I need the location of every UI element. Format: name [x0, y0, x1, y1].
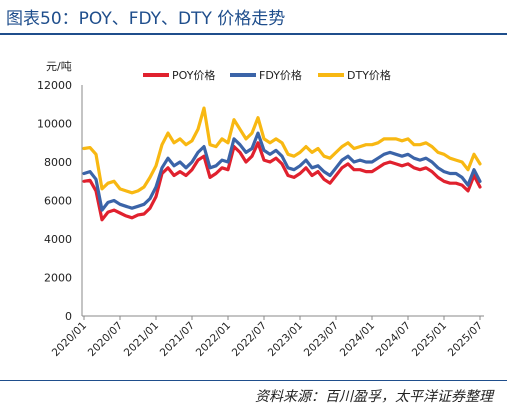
y-axis-unit: 元/吨	[46, 60, 72, 73]
x-tick-label: 2020/07	[86, 320, 125, 359]
y-tick-label: 2000	[44, 272, 72, 285]
line-chart: 元/吨 POY价格 FDY价格 DTY价格 0 2000 4000 6000 8000 100…	[37, 60, 485, 359]
x-axis: 2020/012020/072021/012021/072022/012022/…	[50, 315, 485, 359]
x-tick-label: 2022/07	[230, 320, 269, 359]
x-tick-label: 2023/01	[266, 320, 305, 359]
x-tick-label: 2021/01	[122, 320, 161, 359]
x-tick-label: 2020/01	[50, 320, 89, 359]
y-tick-label: 0	[65, 310, 72, 323]
source-note: 资料来源：百川盈孚，太平洋证券整理	[255, 389, 493, 405]
series-lines	[82, 106, 482, 222]
title-divider	[0, 33, 507, 35]
y-tick-label: 12000	[37, 79, 72, 92]
legend-label: DTY价格	[347, 68, 391, 82]
y-tick-label: 10000	[37, 118, 72, 131]
y-tick-label: 8000	[44, 156, 72, 169]
x-tick-label: 2021/07	[158, 320, 197, 359]
x-tick-label: 2025/01	[410, 320, 449, 359]
x-tick-label: 2025/07	[446, 320, 485, 359]
chart-legend: POY价格 FDY价格 DTY价格	[143, 68, 391, 82]
legend-label: POY价格	[172, 68, 215, 82]
series-line	[82, 141, 482, 222]
y-tick-label: 6000	[44, 195, 72, 208]
x-tick-label: 2022/01	[194, 320, 233, 359]
x-tick-label: 2023/07	[302, 320, 341, 359]
y-tick-label: 4000	[44, 233, 72, 246]
x-tick-label: 2024/07	[374, 320, 413, 359]
chart-title: 图表50：POY、FDY、DTY 价格走势	[6, 9, 286, 29]
series-line	[82, 106, 482, 195]
legend-label: FDY价格	[259, 68, 302, 82]
x-tick-label: 2024/01	[338, 320, 377, 359]
footer-divider	[0, 380, 507, 381]
y-axis: 0 2000 4000 6000 8000 10000 12000	[37, 79, 83, 323]
series-line	[82, 131, 482, 212]
